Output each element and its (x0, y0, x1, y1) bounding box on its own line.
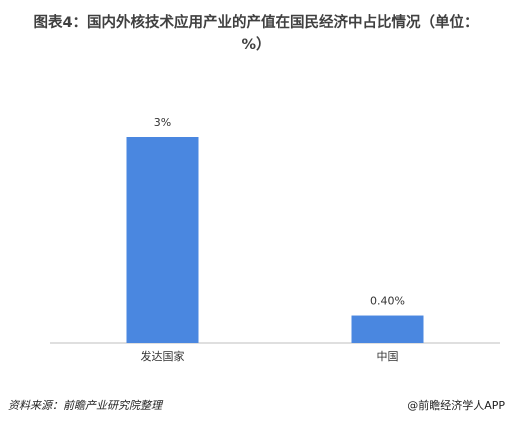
x-tick-label: 中国 (377, 350, 399, 363)
bar (126, 137, 199, 343)
chart-title: 图表4：国内外核技术应用产业的产值在国民经济中占比情况（单位：%） (33, 15, 479, 53)
value-label: 3% (154, 116, 171, 129)
credit: @前瞻经济学人APP (407, 398, 505, 412)
bar (351, 315, 424, 343)
value-label: 0.40% (370, 295, 405, 308)
x-tick-label: 发达国家 (141, 349, 185, 363)
source: 资料来源：前瞻产业研究院整理 (8, 399, 164, 412)
